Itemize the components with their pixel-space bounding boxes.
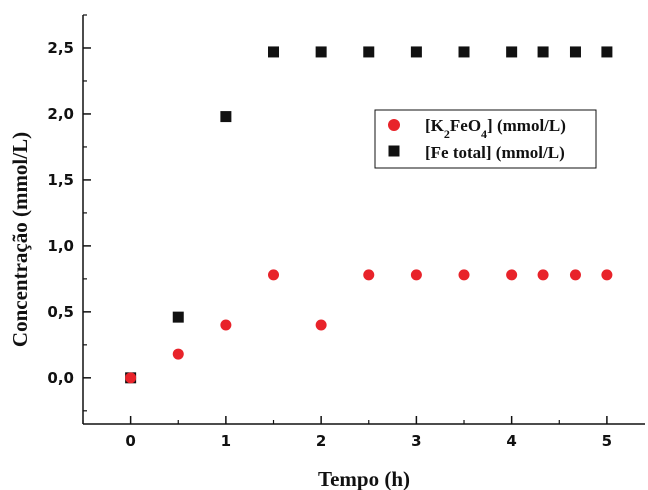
k2feo4-point (363, 269, 375, 281)
fe-total-point (315, 46, 327, 58)
x-tick-label: 3 (411, 432, 421, 450)
y-tick-label: 1,0 (47, 237, 74, 255)
y-tick-label: 0,0 (47, 369, 74, 387)
x-tick-label: 0 (125, 432, 135, 450)
k2feo4-point (220, 319, 232, 331)
fe-total-point (220, 111, 232, 123)
legend-marker-k2feo4 (388, 119, 400, 131)
k2feo4-point (506, 269, 518, 281)
y-tick-label: 2,5 (47, 39, 74, 57)
fe-total-point (172, 311, 184, 323)
legend: [K2FeO4] (mmol/L) [Fe total] (mmol/L) (374, 109, 597, 169)
tick-group: 0 1 2 3 4 5 0,0 0,5 1,0 1,5 2,0 2,5 (47, 14, 612, 450)
fe-total-point (458, 46, 470, 58)
x-tick-label: 2 (316, 432, 326, 450)
y-tick-label: 1,5 (47, 171, 74, 189)
fe-total-point (601, 46, 613, 58)
k2feo4-point (315, 319, 327, 331)
x-tick-label: 4 (506, 432, 516, 450)
legend-box (374, 109, 597, 169)
k2feo4-point (125, 372, 137, 384)
x-axis-title: Tempo (h) (318, 467, 410, 490)
k2feo4-point (601, 269, 613, 281)
k2feo4-point (458, 269, 470, 281)
fe-total-point (268, 46, 280, 58)
fe-total-point (363, 46, 375, 58)
k2feo4-point (569, 269, 581, 281)
fe-total-point (506, 46, 518, 58)
k2feo4-point (172, 348, 184, 360)
k2feo4-point (410, 269, 422, 281)
fe-total-point (537, 46, 549, 58)
k2feo4-point (268, 269, 280, 281)
k2feo4-point (537, 269, 549, 281)
y-tick-label: 2,0 (47, 105, 74, 123)
legend-label-fe-total: [Fe total] (mmol/L) (425, 143, 565, 162)
fe-total-point (569, 46, 581, 58)
y-axis-title: Concentração (mmol/L) (8, 132, 32, 347)
data-points (125, 46, 613, 384)
legend-label-k2feo4: [K2FeO4] (mmol/L) (425, 116, 566, 141)
x-tick-label: 5 (602, 432, 612, 450)
legend-marker-fe-total (388, 145, 400, 157)
y-tick-label: 0,5 (47, 303, 74, 321)
fe-total-point (410, 46, 422, 58)
x-tick-label: 1 (221, 432, 231, 450)
